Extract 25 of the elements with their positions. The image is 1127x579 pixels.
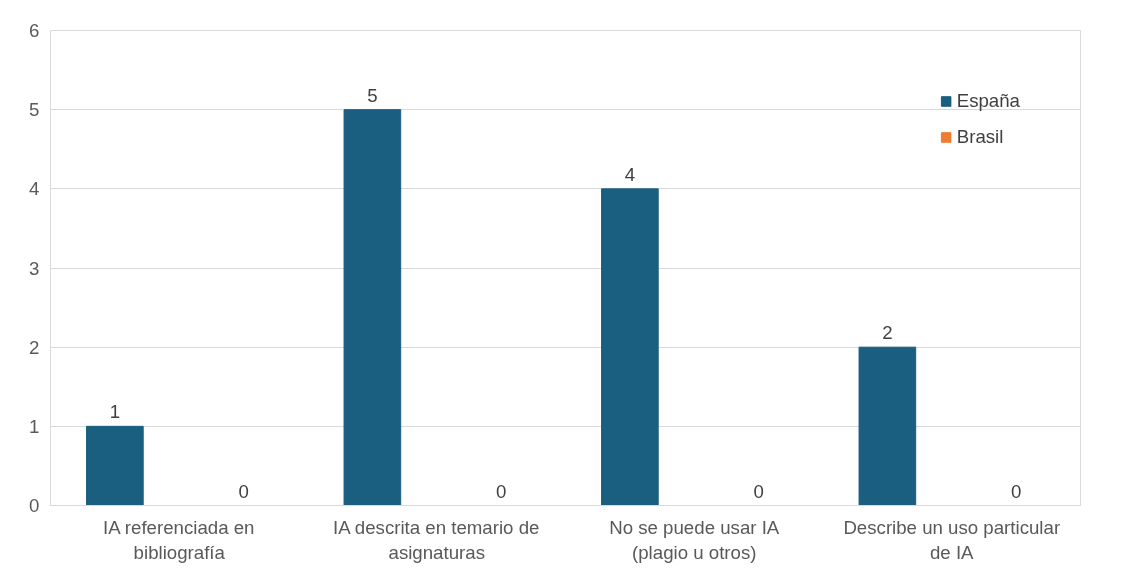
data-label: 0	[753, 480, 764, 502]
y-tick-label: 1	[29, 415, 40, 437]
x-tick-label: No se puede usar IA (plagio u otros)	[609, 516, 780, 563]
y-tick-label: 6	[29, 20, 40, 41]
bar	[601, 188, 659, 506]
data-label: 0	[238, 480, 249, 502]
data-label: 2	[882, 322, 893, 344]
bar	[858, 346, 917, 506]
legend-label: España	[956, 90, 1020, 112]
legend-label: Brasil	[956, 126, 1004, 148]
data-label: 0	[1010, 480, 1022, 502]
y-tick-label: 3	[29, 257, 40, 279]
data-label: 5	[367, 84, 378, 106]
x-tick-label: Describe un uso particular de IA	[843, 516, 1061, 563]
y-tick-label: 0	[29, 495, 40, 516]
bar	[86, 425, 144, 506]
data-label: 0	[495, 480, 507, 502]
data-label: 4	[624, 163, 636, 185]
x-tick-label: IA descrita en temario de asignaturas	[333, 516, 540, 563]
data-label: 1	[109, 401, 121, 423]
y-tick-label: 2	[29, 336, 40, 358]
y-tick-label: 5	[29, 99, 40, 121]
bar	[343, 109, 402, 506]
y-tick-label: 4	[29, 178, 40, 200]
x-tick-label: IA referenciada en bibliografía	[103, 516, 255, 563]
